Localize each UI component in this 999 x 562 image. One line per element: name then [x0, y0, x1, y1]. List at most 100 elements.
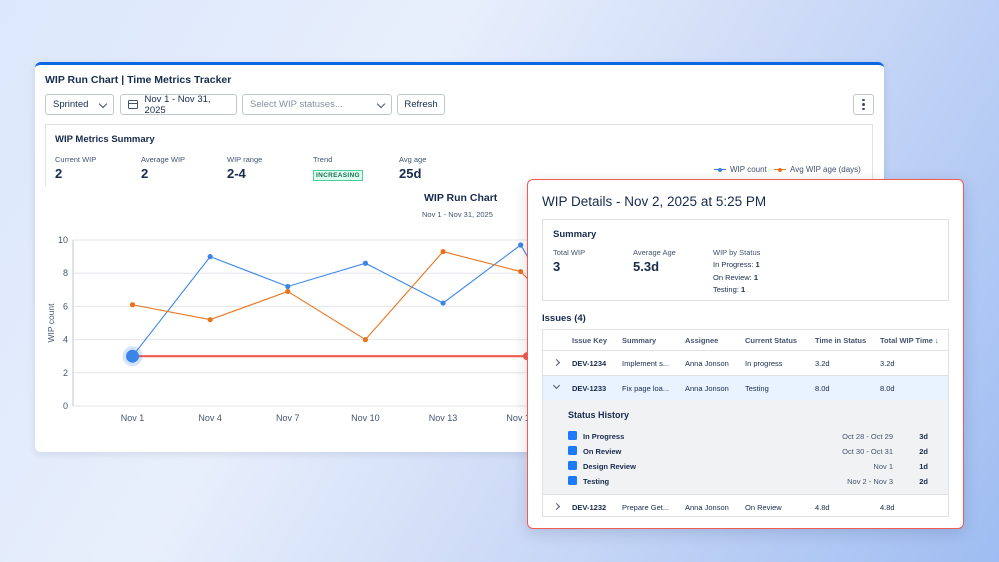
metric-value: 25d: [399, 166, 422, 181]
average-age-value: 5.3d: [633, 259, 660, 274]
x-tick-label: Nov 4: [198, 413, 222, 423]
status-count-row: In Progress: 1: [713, 260, 760, 269]
data-point: [440, 249, 446, 255]
metric-value: 2: [141, 166, 149, 181]
table-row[interactable]: DEV-1232 Prepare Get... Anna Jonson On R…: [543, 495, 948, 520]
total-wip: Total WIP 3: [553, 248, 585, 274]
table-row-expanded[interactable]: DEV-1233 Fix page loa... Anna Jonson Tes…: [543, 376, 948, 401]
x-tick-label: Nov 16: [506, 413, 535, 423]
issue-status: In progress: [745, 359, 783, 368]
details-summary-title: Summary: [553, 229, 597, 240]
total-wip-label: Total WIP: [553, 248, 586, 257]
y-tick-label: 0: [63, 401, 68, 411]
metric-avg-age: Avg age 25d: [399, 155, 426, 181]
history-duration: 3d: [919, 432, 928, 441]
wip-by-status-label: WIP by Status: [713, 248, 761, 257]
history-duration: 2d: [919, 477, 928, 486]
issue-summary: Implement s...: [622, 359, 670, 368]
legend-swatch: [774, 167, 786, 173]
sprint-select[interactable]: Sprinted: [45, 94, 114, 115]
metric-label: Avg age: [399, 155, 427, 164]
issue-key[interactable]: DEV-1233: [572, 384, 607, 393]
data-point: [207, 317, 213, 323]
metric-label: Current WIP: [55, 155, 97, 164]
issue-summary: Prepare Get...: [622, 503, 670, 512]
average-age-label: Average Age: [633, 248, 676, 257]
legend-label: WIP count: [730, 165, 767, 174]
issue-status: On Review: [745, 503, 782, 512]
table-header: Issue Key Summary Assignee Current Statu…: [543, 330, 948, 351]
history-row: Testing Nov 2 - Nov 3 2d: [568, 475, 928, 489]
metric-label: Average WIP: [141, 155, 186, 164]
column-header[interactable]: Current Status: [745, 336, 798, 345]
more-options-icon[interactable]: [853, 94, 874, 115]
metric-trend: Trend INCREASING: [313, 155, 363, 182]
status-color-swatch: [568, 446, 577, 455]
data-point: [207, 254, 213, 260]
data-point: [362, 260, 369, 266]
x-tick-label: Nov 1: [121, 413, 145, 423]
history-status: Design Review: [583, 462, 636, 471]
x-tick-label: Nov 7: [276, 413, 300, 423]
history-range: Nov 2 - Nov 3: [847, 477, 893, 486]
status-history-title: Status History: [568, 410, 630, 420]
chevron-right-icon[interactable]: [552, 502, 561, 511]
time-in-status: 3.2d: [815, 359, 830, 368]
data-point: [285, 283, 291, 290]
issues-title: Issues (4): [542, 313, 586, 324]
trend-badge: INCREASING: [313, 170, 363, 181]
history-status: Testing: [583, 477, 610, 486]
sprint-select-value: Sprinted: [53, 99, 89, 110]
refresh-button[interactable]: Refresh: [397, 94, 445, 115]
date-range-value: Nov 1 - Nov 31, 2025: [144, 93, 211, 116]
column-header-sorted[interactable]: Total WIP Time ↓: [880, 336, 939, 345]
y-axis-label: WIP count: [46, 303, 56, 343]
metric-value: 2-4: [227, 166, 246, 181]
total-wip-time: 8.0d: [880, 384, 895, 393]
history-range: Oct 30 - Oct 31: [842, 447, 893, 456]
details-summary: Summary Total WIP 3 Average Age 5.3d WIP…: [542, 219, 949, 301]
sort-desc-icon: ↓: [934, 336, 939, 345]
data-point: [440, 300, 446, 306]
column-header[interactable]: Assignee: [685, 336, 719, 345]
column-header[interactable]: Time in Status: [815, 336, 867, 345]
metric-value: 2: [55, 166, 63, 181]
history-row: In Progress Oct 28 - Oct 29 3d: [568, 430, 928, 444]
chevron-down-icon[interactable]: [552, 381, 561, 390]
chevron-right-icon[interactable]: [552, 358, 561, 367]
wip-status-select[interactable]: Select WIP statuses...: [242, 94, 392, 115]
legend-avg-wip-age[interactable]: Avg WIP age (days): [774, 165, 861, 174]
details-title: WIP Details - Nov 2, 2025 at 5:25 PM: [542, 194, 767, 209]
legend-label: Avg WIP age (days): [790, 165, 861, 174]
y-tick-label: 6: [63, 301, 68, 311]
status-color-swatch: [568, 431, 577, 440]
average-age: Average Age 5.3d: [633, 248, 676, 274]
time-in-status: 8.0d: [815, 384, 830, 393]
total-wip-time: 3.2d: [880, 359, 895, 368]
data-point: [129, 302, 136, 308]
date-range-picker[interactable]: Nov 1 - Nov 31, 2025: [120, 93, 237, 116]
metric-average-wip: Average WIP 2: [141, 155, 185, 181]
column-header[interactable]: Issue Key: [572, 336, 608, 345]
history-range: Oct 28 - Oct 29: [842, 432, 893, 441]
column-header[interactable]: Summary: [622, 336, 657, 345]
table-row[interactable]: DEV-1234 Implement s... Anna Jonson In p…: [543, 351, 948, 376]
status-count-row: On Review: 1: [713, 272, 759, 282]
legend-wip-count[interactable]: WIP count: [714, 165, 767, 174]
history-range: Nov 1: [873, 462, 893, 471]
issues-table: Issue Key Summary Assignee Current Statu…: [542, 329, 949, 517]
wip-status-placeholder: Select WIP statuses...: [250, 99, 343, 110]
status-count-row: Testing: 1: [713, 285, 746, 294]
issue-key[interactable]: DEV-1234: [572, 359, 607, 368]
history-status: On Review: [583, 447, 622, 456]
data-point: [362, 337, 369, 343]
issue-key[interactable]: DEV-1232: [572, 503, 607, 512]
data-point: [518, 242, 524, 248]
x-tick-label: Nov 13: [429, 413, 458, 423]
wip-by-status: WIP by Status In Progress: 1 On Review: …: [713, 248, 760, 297]
summary-title: WIP Metrics Summary: [55, 134, 155, 145]
y-tick-label: 8: [63, 268, 68, 278]
history-status: In Progress: [583, 432, 625, 441]
chart-subtitle: Nov 1 - Nov 31, 2025: [422, 210, 493, 219]
wip-details-panel: WIP Details - Nov 2, 2025 at 5:25 PM Sum…: [527, 179, 964, 529]
